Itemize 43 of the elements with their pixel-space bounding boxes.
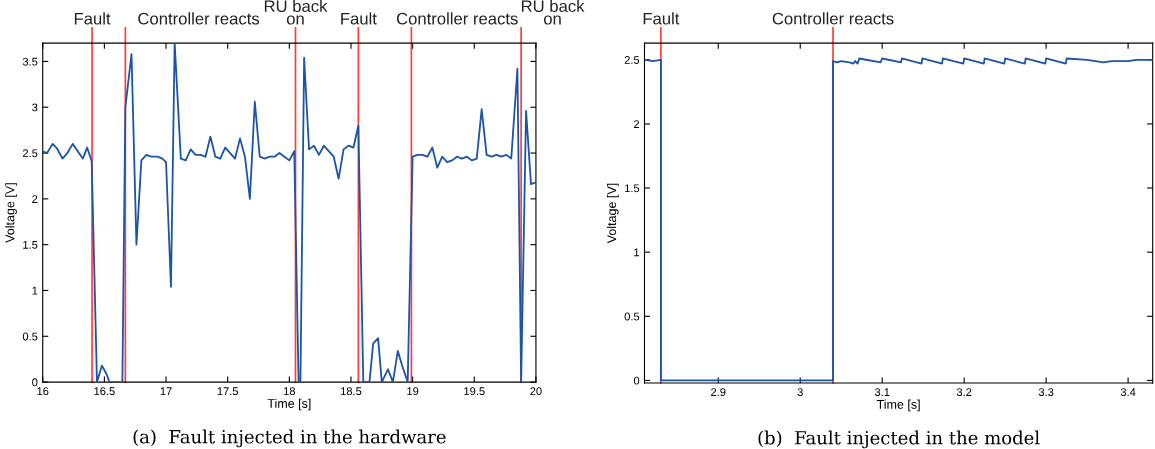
y-tick-label: 2.5 (624, 56, 640, 64)
ref-line-label: Controller reacts (772, 12, 894, 25)
x-tick-label: 17 (160, 387, 172, 396)
x-tick-label: 3.1 (874, 388, 890, 397)
y-tick-label: 2 (634, 120, 640, 128)
ref-line-label: Fault (74, 12, 111, 25)
x-tick-label: 16 (37, 387, 49, 396)
y-tick-label: 0.5 (624, 312, 640, 321)
ref-line-label: Controller reacts (138, 12, 260, 25)
x-tick-label: 3.2 (956, 388, 972, 397)
x-tick-label: 3.3 (1038, 388, 1054, 397)
ref-line-label: RU back on (264, 0, 328, 25)
y-axis-title: Voltage [V] (606, 183, 619, 244)
x-tick-label: 19.5 (464, 387, 485, 396)
ref-line-label: Fault (341, 12, 377, 25)
y-tick-label: 3 (32, 103, 38, 112)
y-tick-label: 1 (32, 286, 38, 295)
y-tick-label: 1.5 (625, 184, 640, 193)
y-tick-label: 2.5 (22, 149, 38, 158)
text: (a) Fault injected in the hardware (133, 429, 446, 448)
y-tick-label: 1 (634, 248, 640, 257)
x-tick-label: 3 (797, 388, 803, 397)
y-tick-label: 3.5 (22, 57, 38, 66)
x-axis-title: Time [s] (267, 398, 311, 411)
y-axis-title: Voltage [V] (5, 183, 17, 243)
x-tick-label: 17.5 (217, 387, 239, 396)
x-tick-label: 2.9 (711, 388, 726, 397)
ref-line-label: Fault (643, 12, 680, 25)
x-tick-label: 19 (407, 387, 419, 396)
y-tick-label: 2 (32, 195, 38, 203)
x-axis-title: Time [s] (876, 399, 920, 412)
y-tick-label: 0 (32, 378, 38, 387)
x-tick-label: 18 (284, 387, 296, 396)
x-tick-label: 3.4 (1120, 388, 1136, 397)
y-tick-label: 1.5 (23, 241, 38, 249)
x-tick-label: 20 (530, 387, 542, 396)
y-tick-label: 0 (633, 376, 640, 385)
ref-line-label: RU back on (521, 0, 585, 25)
text: (b) Fault injected in the model (758, 430, 1040, 449)
x-tick-label: 16.5 (94, 387, 115, 396)
x-tick-label: 18.5 (341, 387, 362, 396)
ref-line-label: Controller reacts (396, 12, 518, 25)
y-tick-label: 0.5 (22, 332, 38, 341)
